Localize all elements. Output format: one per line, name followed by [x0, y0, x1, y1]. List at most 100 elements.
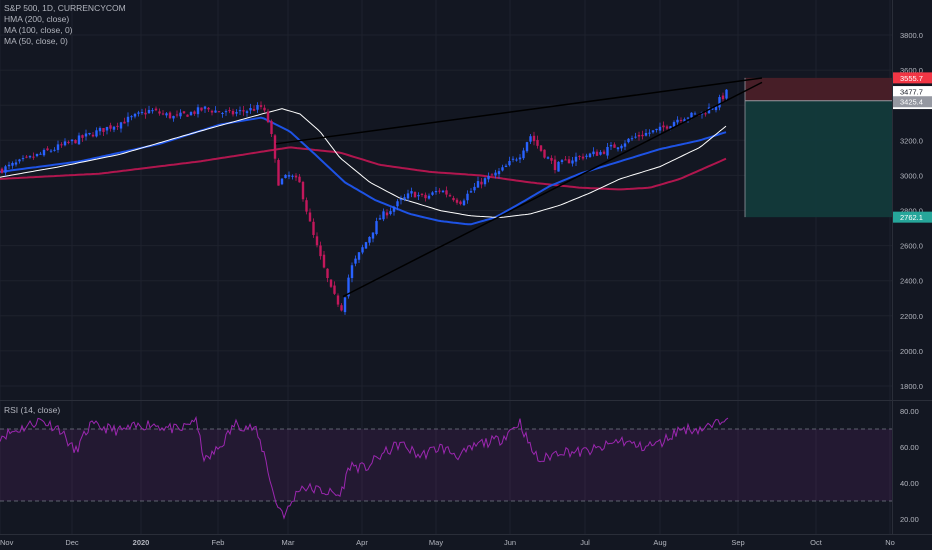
candle-up: [382, 211, 385, 220]
candle-up: [410, 191, 413, 194]
candle-down: [298, 176, 301, 183]
candle-down: [567, 159, 571, 164]
candle-down: [704, 113, 707, 115]
candle-up: [529, 136, 532, 142]
candle-up: [28, 155, 32, 158]
candle-up: [588, 153, 592, 158]
candle-up: [291, 175, 294, 177]
symbol-title[interactable]: S&P 500, 1D, CURRENCYCOM: [4, 3, 126, 13]
candle-up: [196, 107, 200, 115]
ma100-line: [0, 116, 727, 226]
rsi-legend[interactable]: RSI (14, close): [4, 405, 61, 415]
trendline-1: [275, 77, 763, 145]
candle-up: [56, 144, 60, 150]
candle-up: [347, 277, 350, 297]
candle-down: [490, 174, 494, 176]
candle-up: [616, 147, 620, 150]
candle-up: [88, 132, 91, 135]
candle-down: [550, 157, 553, 161]
candle-up: [389, 211, 392, 215]
candle-up: [466, 193, 469, 201]
last-price-tag-bg: [893, 86, 932, 98]
hma-line: [0, 108, 727, 218]
candle-down: [210, 110, 214, 113]
candle-down: [315, 236, 319, 246]
time-axis[interactable]: Nov Dec 2020 Feb Mar Apr May Jun Jul Aug Sep Oct No: [0, 538, 895, 547]
candle-up: [714, 106, 718, 111]
trendlines[interactable]: [275, 77, 763, 298]
candle-up: [515, 159, 518, 161]
candle-up: [686, 117, 690, 119]
candle-down: [200, 107, 203, 111]
candle-up: [63, 141, 67, 146]
candle-down: [32, 156, 35, 158]
candle-up: [364, 242, 368, 249]
candle-up: [557, 161, 560, 172]
time-tick-label: Aug: [653, 538, 666, 547]
candle-up: [574, 156, 578, 162]
target-price-tag: 2762.1: [900, 213, 923, 222]
candle-down: [637, 134, 641, 137]
candle-down: [182, 111, 186, 114]
candle-up: [469, 191, 473, 193]
candle-up: [651, 130, 655, 133]
candle-up: [406, 193, 410, 199]
candle-down: [259, 105, 263, 107]
candle-up: [119, 122, 123, 129]
price-tick-label: 3000.0: [900, 171, 923, 180]
candle-down: [385, 212, 389, 216]
time-tick-label: No: [885, 538, 895, 547]
candle-up: [707, 107, 711, 114]
candle-down: [581, 156, 585, 159]
candle-up: [130, 116, 133, 118]
rsi-axis[interactable]: 80.00 60.00 40.00 20.00: [900, 407, 919, 524]
candle-up: [658, 126, 662, 131]
candle-up: [42, 149, 46, 156]
candle-down: [74, 139, 77, 144]
candle-down: [207, 107, 210, 110]
candle-up: [441, 190, 445, 193]
candle-down: [329, 279, 333, 287]
candle-down: [532, 135, 536, 142]
candle-up: [518, 157, 522, 160]
candle-up: [126, 116, 130, 123]
candle-up: [179, 112, 182, 117]
candle-up: [287, 175, 291, 177]
price-tick-label: 2000.0: [900, 347, 923, 356]
candle-up: [627, 138, 630, 143]
candle-down: [448, 195, 452, 197]
candle-up: [403, 197, 406, 200]
candle-up: [711, 108, 714, 110]
time-tick-label: Feb: [212, 538, 225, 547]
candle-up: [511, 158, 515, 160]
candle-up: [21, 158, 25, 160]
candle-up: [508, 161, 511, 166]
candle-down: [536, 139, 539, 146]
hma-legend[interactable]: HMA (200, close): [4, 14, 70, 24]
candle-up: [431, 192, 434, 195]
candle-up: [35, 153, 39, 157]
candle-up: [133, 113, 137, 117]
candle-up: [585, 155, 588, 157]
candle-down: [91, 134, 95, 137]
candle-down: [452, 197, 455, 201]
ma100-legend[interactable]: MA (100, close, 0): [4, 25, 73, 35]
candle-up: [14, 162, 18, 165]
ma50-legend[interactable]: MA (50, close, 0): [4, 36, 68, 46]
rsi-tick-label: 80.00: [900, 407, 919, 416]
candle-up: [630, 138, 634, 140]
candle-up: [350, 265, 354, 279]
price-tick-label: 1800.0: [900, 382, 923, 391]
candle-down: [0, 168, 4, 173]
time-tick-label: Sep: [731, 538, 744, 547]
candle-up: [357, 252, 361, 260]
rsi-tick-label: 20.00: [900, 515, 919, 524]
candle-down: [665, 126, 669, 129]
stop-price-tag-bg: [893, 72, 932, 84]
candle-up: [203, 106, 207, 109]
entry-price-tag-bg: [893, 96, 932, 108]
candle-down: [81, 135, 84, 138]
rsi-tick-label: 60.00: [900, 443, 919, 452]
candle-down: [641, 134, 644, 137]
